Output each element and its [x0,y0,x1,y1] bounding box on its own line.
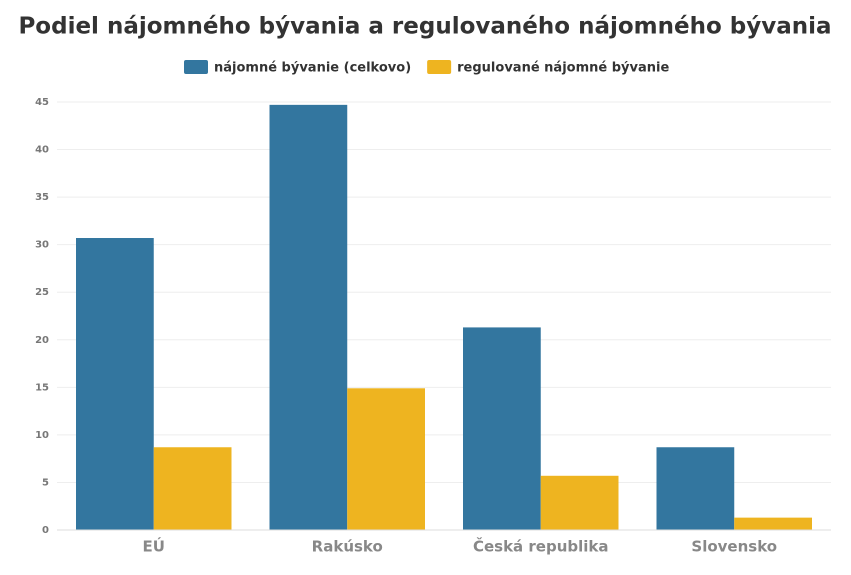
legend: nájomné bývanie (celkovo) regulované nájo… [184,60,669,76]
bar [463,327,541,530]
bar [347,388,425,530]
y-tick-label: 40 [35,145,49,156]
legend-swatch [427,60,452,74]
bar [76,238,154,530]
y-tick-label: 15 [35,382,49,393]
x-tick-label: Rakúsko [312,538,383,556]
x-tick-label: Slovensko [691,538,777,556]
y-tick-label: 5 [42,477,49,488]
y-tick-label: 10 [35,430,49,441]
bar [269,104,348,530]
y-tick-label: 45 [35,97,49,108]
y-tick-label: 0 [42,525,49,536]
legend-swatch [184,60,208,74]
x-tick-label: Česká republika [473,537,609,556]
bar [656,447,735,530]
y-tick-label: 35 [35,192,49,203]
bar [540,475,619,530]
y-tick-label: 25 [35,287,49,298]
y-tick-label: 30 [35,240,49,251]
legend-label: regulované nájomné bývanie [457,61,669,76]
legend-label: nájomné bývanie (celkovo) [214,61,411,76]
x-tick-label: EÚ [143,537,165,556]
bar [734,517,812,530]
chart-title: Podiel nájomného bývania a regulovaného … [18,14,831,40]
bar [153,447,232,530]
y-tick-label: 20 [35,335,49,346]
